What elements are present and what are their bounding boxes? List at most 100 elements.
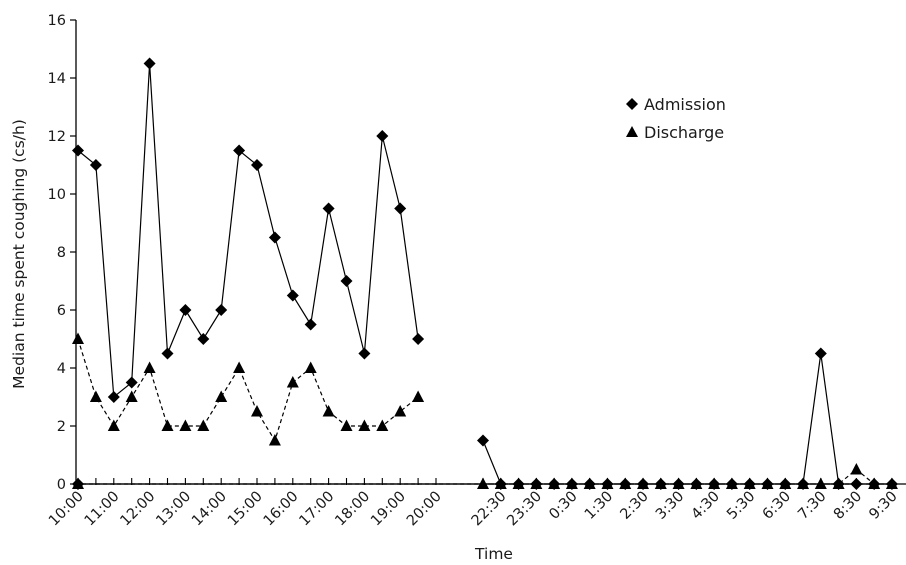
x-tick-label: 6:30 xyxy=(760,489,794,523)
y-tick-label: 0 xyxy=(57,477,66,493)
admission-point xyxy=(376,130,389,142)
y-tick-label: 12 xyxy=(48,129,66,145)
admission-point xyxy=(814,347,827,360)
discharge-point xyxy=(761,477,774,489)
admission-point xyxy=(340,275,353,287)
discharge-point xyxy=(494,477,507,489)
discharge-point xyxy=(512,477,525,489)
x-tick-label: 1:30 xyxy=(582,489,616,523)
x-axis-title: Time xyxy=(474,545,513,563)
discharge-point xyxy=(72,332,84,344)
legend-marker-admission xyxy=(626,98,638,110)
admission-point xyxy=(477,434,489,447)
legend-item-admission: Admission xyxy=(626,95,726,114)
discharge-point xyxy=(565,477,578,489)
x-tick-label: 0:30 xyxy=(546,489,580,523)
legend-item-discharge: Discharge xyxy=(626,123,724,142)
discharge-point xyxy=(654,477,667,489)
discharge-point xyxy=(376,419,389,431)
axes: 0 2 4 6 8 10 12 14 16 10:0011:0012:0013:0014:0015… xyxy=(46,13,906,529)
x-tick-label: 14:00 xyxy=(189,489,230,530)
discharge-point xyxy=(690,477,703,489)
y-tick-label: 4 xyxy=(57,361,66,377)
admission-point xyxy=(412,333,425,345)
discharge-point xyxy=(814,477,827,489)
admission-point xyxy=(304,318,317,331)
admission-point xyxy=(89,159,102,171)
discharge-point xyxy=(868,477,881,489)
discharge-point xyxy=(125,390,138,402)
discharge-point xyxy=(885,477,898,489)
discharge-point xyxy=(743,477,756,489)
x-tick-label: 9:30 xyxy=(866,489,900,523)
x-tick-label: 13:00 xyxy=(153,489,194,530)
discharge-point xyxy=(161,419,174,431)
discharge-point xyxy=(197,419,210,431)
discharge-point xyxy=(672,477,685,489)
discharge-point xyxy=(179,419,192,431)
x-tick-label: 8:30 xyxy=(831,489,865,523)
discharge-point xyxy=(340,419,353,431)
discharge-point xyxy=(89,390,102,402)
y-tick-label: 2 xyxy=(57,419,66,435)
y-tick-label: 10 xyxy=(48,187,66,203)
x-tick-label: 4:30 xyxy=(689,489,723,523)
discharge-point xyxy=(832,477,845,489)
x-tick-label: 15:00 xyxy=(225,489,266,530)
discharge-point xyxy=(708,477,721,489)
admission-point xyxy=(268,231,281,244)
x-tick-label: 10:00 xyxy=(46,489,87,530)
discharge-point xyxy=(72,477,84,489)
x-tick-label: 16:00 xyxy=(261,489,302,530)
x-tick-label: 5:30 xyxy=(724,489,758,523)
discharge-point xyxy=(268,434,281,446)
admission-point xyxy=(251,159,263,171)
discharge-point xyxy=(304,361,317,373)
discharge-point xyxy=(215,390,228,402)
discharge-point xyxy=(530,477,543,489)
discharge-point xyxy=(412,390,425,402)
discharge-point xyxy=(725,477,738,489)
legend: Admission Discharge xyxy=(626,95,726,142)
discharge-point xyxy=(251,405,263,417)
admission-point xyxy=(850,478,863,490)
admission-point xyxy=(143,57,156,70)
x-tick-label: 12:00 xyxy=(118,489,159,530)
x-tick-label: 20:00 xyxy=(404,489,445,530)
discharge-point xyxy=(394,405,407,417)
admission-point xyxy=(233,144,246,157)
x-tick-label: 23:30 xyxy=(504,489,545,530)
discharge-point xyxy=(548,477,561,489)
admission-point xyxy=(107,391,120,403)
discharge-point xyxy=(286,376,299,388)
admission-point xyxy=(358,347,371,360)
admission-point xyxy=(286,289,299,302)
discharge-point xyxy=(601,477,614,489)
x-tick-label: 18:00 xyxy=(332,489,373,530)
admission-point xyxy=(179,304,192,316)
y-axis-title: Median time spent coughing (cs/h) xyxy=(10,119,28,389)
legend-marker-discharge xyxy=(626,126,638,137)
admission-point xyxy=(161,347,174,360)
discharge-point xyxy=(583,477,596,489)
series-admission xyxy=(72,57,898,490)
x-tick-label: 19:00 xyxy=(368,489,409,530)
admission-point xyxy=(125,376,138,389)
discharge-point xyxy=(477,477,489,489)
x-tick-label: 2:30 xyxy=(618,489,652,523)
x-tick-label: 11:00 xyxy=(82,489,123,530)
legend-label-discharge: Discharge xyxy=(644,123,724,142)
discharge-point xyxy=(797,477,810,489)
series-line-admission xyxy=(77,63,419,399)
x-tick-label: 7:30 xyxy=(795,489,829,523)
discharge-point xyxy=(358,419,371,431)
discharge-point xyxy=(850,463,863,475)
discharge-point xyxy=(233,361,246,373)
y-tick-label: 16 xyxy=(48,13,66,29)
y-tick-label: 6 xyxy=(57,303,66,319)
admission-point xyxy=(215,304,228,316)
discharge-point xyxy=(322,405,335,417)
admission-point xyxy=(394,202,407,215)
